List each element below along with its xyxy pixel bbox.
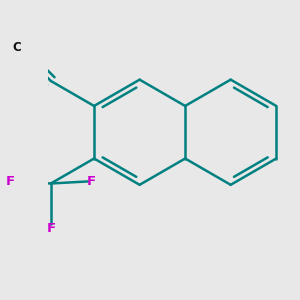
Text: F: F bbox=[87, 175, 96, 188]
Text: F: F bbox=[46, 222, 56, 235]
Text: F: F bbox=[6, 175, 15, 188]
Text: C: C bbox=[13, 40, 21, 53]
